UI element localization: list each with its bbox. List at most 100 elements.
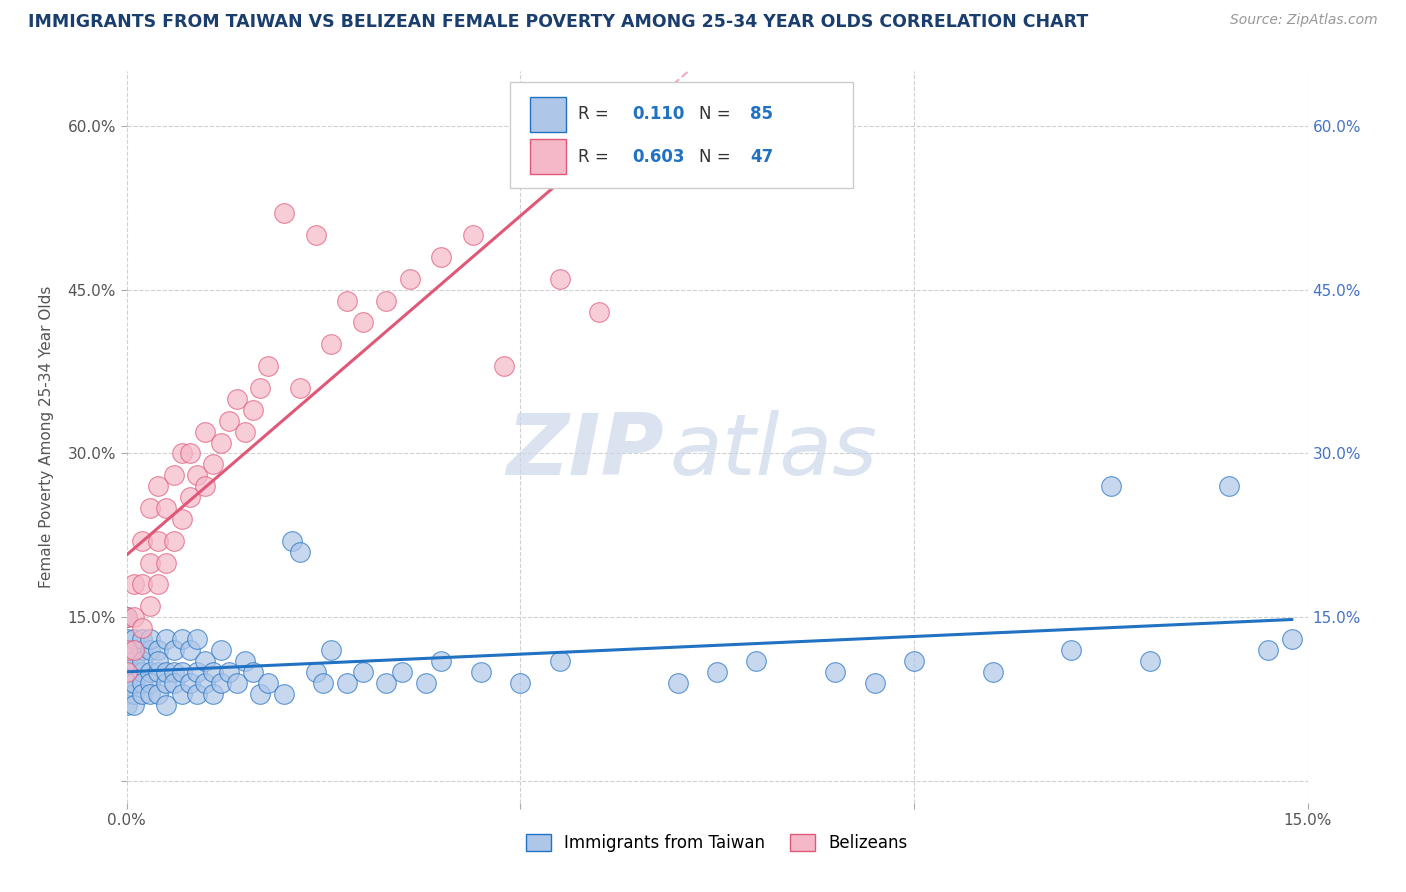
Point xyxy=(273,206,295,220)
Text: 0.603: 0.603 xyxy=(633,148,685,166)
Point xyxy=(163,675,186,690)
Point xyxy=(281,533,304,548)
Point xyxy=(242,665,264,679)
Point xyxy=(194,675,217,690)
Point xyxy=(131,665,153,679)
Point xyxy=(131,533,153,548)
Point xyxy=(288,545,311,559)
Point xyxy=(863,675,886,690)
Text: R =: R = xyxy=(578,148,613,166)
Point xyxy=(1281,632,1303,646)
Point xyxy=(139,675,162,690)
Point xyxy=(124,654,146,668)
Point xyxy=(139,556,162,570)
Point xyxy=(461,228,484,243)
Point xyxy=(139,599,162,614)
Point xyxy=(170,446,193,460)
Point xyxy=(470,665,492,679)
Point xyxy=(146,577,169,591)
Point xyxy=(124,687,146,701)
Point xyxy=(131,687,153,701)
Bar xyxy=(530,139,565,175)
Point xyxy=(155,665,177,679)
Point xyxy=(745,654,768,668)
Point xyxy=(352,315,374,329)
Point xyxy=(115,675,138,690)
Point xyxy=(124,675,146,690)
Point xyxy=(209,643,232,657)
Text: N =: N = xyxy=(699,104,737,123)
Point xyxy=(242,402,264,417)
Point xyxy=(179,643,201,657)
Point xyxy=(225,675,247,690)
Point xyxy=(233,425,256,439)
Point xyxy=(124,577,146,591)
Text: 0.110: 0.110 xyxy=(633,104,685,123)
Point xyxy=(548,654,571,668)
Point xyxy=(399,272,422,286)
Point xyxy=(209,675,232,690)
Point xyxy=(202,687,225,701)
Point xyxy=(131,577,153,591)
Text: IMMIGRANTS FROM TAIWAN VS BELIZEAN FEMALE POVERTY AMONG 25-34 YEAR OLDS CORRELAT: IMMIGRANTS FROM TAIWAN VS BELIZEAN FEMAL… xyxy=(28,13,1088,31)
Y-axis label: Female Poverty Among 25-34 Year Olds: Female Poverty Among 25-34 Year Olds xyxy=(39,286,53,588)
Text: N =: N = xyxy=(699,148,737,166)
Point xyxy=(1257,643,1279,657)
Point xyxy=(115,687,138,701)
FancyBboxPatch shape xyxy=(510,82,853,188)
Point xyxy=(179,446,201,460)
Point xyxy=(124,643,146,657)
Point xyxy=(1060,643,1083,657)
Point xyxy=(336,293,359,308)
Point xyxy=(155,556,177,570)
Point xyxy=(225,392,247,406)
Point xyxy=(170,632,193,646)
Point xyxy=(321,643,343,657)
Point xyxy=(494,359,516,373)
Point xyxy=(194,479,217,493)
Point xyxy=(194,654,217,668)
Point xyxy=(131,675,153,690)
Point xyxy=(115,610,138,624)
Point xyxy=(163,533,186,548)
Point xyxy=(155,698,177,712)
Point xyxy=(588,304,610,318)
Text: ZIP: ZIP xyxy=(506,410,664,493)
Point xyxy=(981,665,1004,679)
Point xyxy=(1218,479,1240,493)
Point xyxy=(155,501,177,516)
Point xyxy=(163,643,186,657)
Point xyxy=(304,665,326,679)
Point xyxy=(391,665,413,679)
Point xyxy=(131,654,153,668)
Point xyxy=(146,665,169,679)
Point xyxy=(186,687,208,701)
Point xyxy=(824,665,846,679)
Point xyxy=(170,665,193,679)
Point xyxy=(115,643,138,657)
Point xyxy=(233,654,256,668)
Point xyxy=(903,654,925,668)
Point xyxy=(186,468,208,483)
Point xyxy=(415,675,437,690)
Point xyxy=(179,675,201,690)
Point xyxy=(115,665,138,679)
Point xyxy=(146,533,169,548)
Point xyxy=(131,632,153,646)
Point xyxy=(163,665,186,679)
Point xyxy=(186,632,208,646)
Point xyxy=(131,643,153,657)
Point xyxy=(124,610,146,624)
Point xyxy=(163,468,186,483)
Point xyxy=(124,632,146,646)
Point xyxy=(548,272,571,286)
Point xyxy=(352,665,374,679)
Point xyxy=(257,359,280,373)
Point xyxy=(179,490,201,504)
Point xyxy=(115,665,138,679)
Legend: Immigrants from Taiwan, Belizeans: Immigrants from Taiwan, Belizeans xyxy=(517,825,917,860)
Point xyxy=(155,675,177,690)
Point xyxy=(139,632,162,646)
Point xyxy=(139,643,162,657)
Point xyxy=(202,665,225,679)
